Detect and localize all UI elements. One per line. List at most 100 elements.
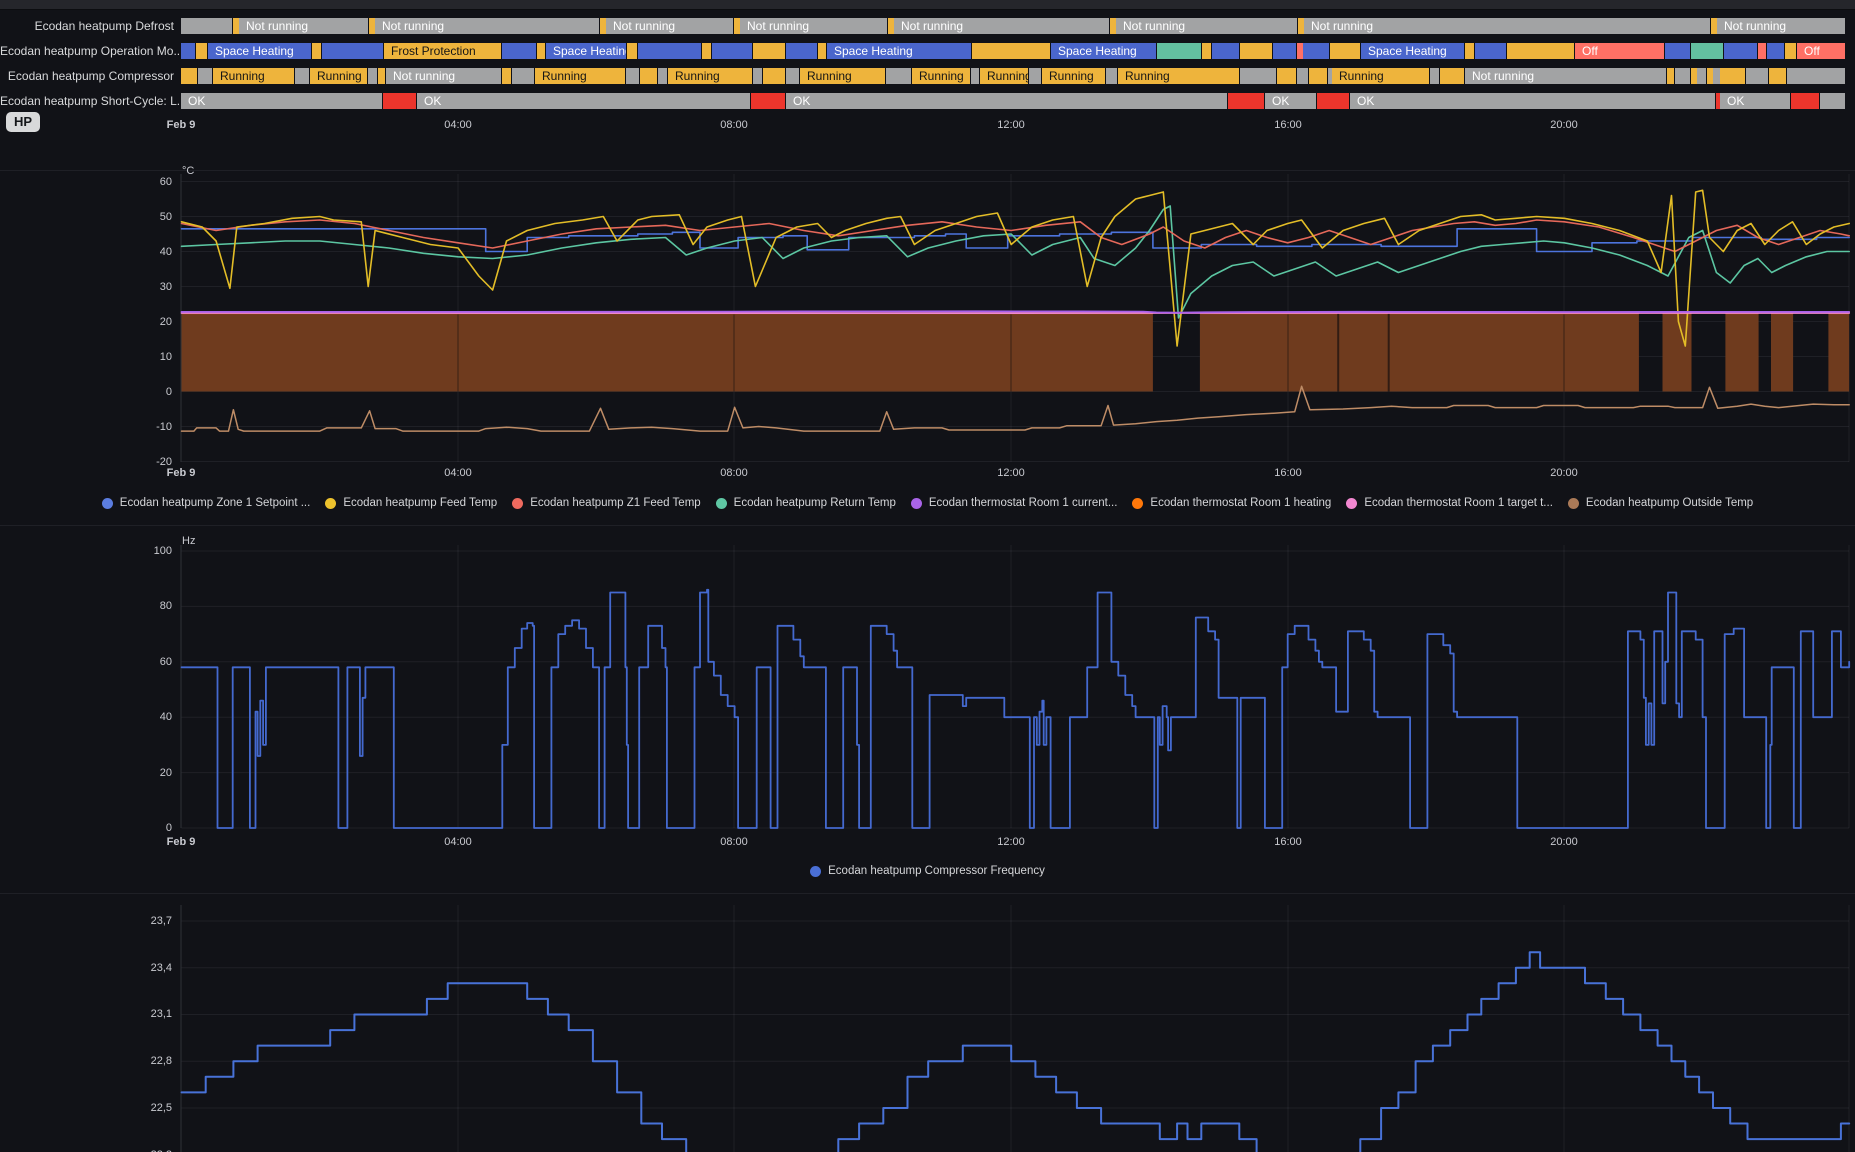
state-segment[interactable] — [1430, 68, 1439, 84]
state-segment[interactable] — [196, 43, 207, 59]
state-segment[interactable] — [1273, 43, 1296, 59]
state-segment[interactable] — [1713, 68, 1720, 84]
state-segment[interactable] — [640, 68, 657, 84]
state-segment[interactable] — [1691, 43, 1723, 59]
state-segment[interactable]: Not running — [1116, 18, 1297, 34]
state-segment[interactable] — [1297, 43, 1304, 59]
state-segment[interactable] — [638, 43, 701, 59]
hp-badge[interactable]: HP — [6, 112, 41, 132]
state-segment[interactable] — [1317, 93, 1349, 109]
state-segment[interactable] — [383, 93, 416, 109]
state-segment[interactable] — [1465, 43, 1474, 59]
state-segment[interactable] — [658, 68, 667, 84]
state-segment[interactable]: OK — [181, 93, 382, 109]
state-segment[interactable] — [1758, 43, 1766, 59]
state-segment[interactable] — [502, 43, 536, 59]
state-segment[interactable] — [1240, 68, 1276, 84]
state-segment[interactable] — [537, 43, 545, 59]
state-segment[interactable] — [378, 68, 385, 84]
state-segment[interactable]: Off — [1575, 43, 1664, 59]
state-segment[interactable] — [734, 18, 741, 34]
state-segment[interactable] — [786, 43, 817, 59]
state-segment[interactable]: Space Heating — [546, 43, 626, 59]
legend-item[interactable]: Ecodan heatpump Return Temp — [715, 497, 896, 509]
state-segment[interactable] — [1240, 43, 1272, 59]
state-segment[interactable] — [1769, 68, 1786, 84]
legend-item[interactable]: Ecodan thermostat Room 1 target t... — [1346, 497, 1553, 509]
state-segment[interactable] — [886, 68, 911, 84]
legend-item[interactable]: Ecodan thermostat Room 1 heating — [1132, 497, 1331, 509]
state-segment[interactable] — [502, 68, 511, 84]
state-segment[interactable] — [181, 68, 197, 84]
state-segment[interactable] — [1157, 43, 1201, 59]
state-segment[interactable] — [1665, 43, 1690, 59]
state-segment[interactable]: OK — [1350, 93, 1715, 109]
state-segment[interactable] — [1724, 43, 1757, 59]
state-segment[interactable]: OK — [786, 93, 1227, 109]
state-segment[interactable] — [233, 18, 240, 34]
state-segment[interactable] — [1212, 43, 1239, 59]
state-segment[interactable]: Not running — [386, 68, 501, 84]
state-segment[interactable] — [369, 18, 376, 34]
state-segment[interactable]: Not running — [1304, 18, 1710, 34]
state-segment[interactable]: Running — [668, 68, 752, 84]
state-segment[interactable]: Running — [1332, 68, 1429, 84]
state-segment[interactable] — [512, 68, 534, 84]
state-segment[interactable] — [312, 43, 321, 59]
state-segment[interactable]: Running — [213, 68, 294, 84]
temp-chart-plot-area[interactable] — [181, 174, 1849, 462]
state-segment[interactable] — [1716, 93, 1723, 109]
state-segment[interactable]: Not running — [239, 18, 368, 34]
state-segment[interactable] — [1106, 68, 1117, 84]
state-segment[interactable] — [712, 43, 752, 59]
state-segment[interactable] — [1309, 68, 1327, 84]
state-segment[interactable]: OK — [1265, 93, 1316, 109]
state-segment[interactable] — [1720, 68, 1745, 84]
state-segment[interactable]: OK — [1720, 93, 1790, 109]
state-segment[interactable] — [972, 43, 1050, 59]
state-segment[interactable] — [1820, 93, 1845, 109]
state-segment[interactable] — [1691, 68, 1698, 84]
state-segment[interactable]: Not running — [740, 18, 887, 34]
state-segment[interactable] — [368, 68, 377, 84]
state-segment[interactable]: OK — [417, 93, 750, 109]
state-segment[interactable]: Not running — [894, 18, 1109, 34]
legend-item[interactable]: Ecodan thermostat Room 1 current... — [910, 497, 1117, 509]
state-segment[interactable] — [1767, 43, 1784, 59]
state-segment[interactable] — [763, 68, 785, 84]
state-segment[interactable] — [1440, 68, 1464, 84]
state-segment[interactable] — [627, 43, 637, 59]
state-segment[interactable] — [198, 68, 212, 84]
freq-chart-plot-area[interactable] — [181, 545, 1849, 828]
legend-item[interactable]: Ecodan heatpump Zone 1 Setpoint ... — [101, 497, 310, 509]
state-segment[interactable] — [1746, 68, 1768, 84]
state-segment[interactable]: Not running — [1717, 18, 1845, 34]
state-segment[interactable]: Space Heating — [827, 43, 971, 59]
state-segment[interactable]: Not running — [606, 18, 733, 34]
legend-item[interactable]: Ecodan heatpump Feed Temp — [325, 497, 497, 509]
state-segment[interactable] — [1029, 68, 1041, 84]
state-segment[interactable] — [1277, 68, 1296, 84]
state-segment[interactable]: Running — [1118, 68, 1239, 84]
state-segment[interactable] — [1791, 93, 1819, 109]
state-segment[interactable] — [1711, 18, 1718, 34]
state-segment[interactable]: Running — [535, 68, 625, 84]
state-segment[interactable] — [1707, 68, 1714, 84]
state-segment[interactable]: Off — [1797, 43, 1845, 59]
state-segment[interactable] — [181, 18, 232, 34]
state-segment[interactable]: Space Heating — [1361, 43, 1464, 59]
state-segment[interactable] — [753, 43, 785, 59]
state-segment[interactable] — [1785, 43, 1796, 59]
state-segment[interactable] — [1228, 93, 1264, 109]
state-segment[interactable]: Space Heating — [208, 43, 311, 59]
state-segment[interactable]: Running — [1042, 68, 1105, 84]
state-segment[interactable] — [1475, 43, 1506, 59]
state-segment[interactable] — [1328, 68, 1335, 84]
state-segment[interactable] — [295, 68, 309, 84]
state-segment[interactable] — [600, 18, 607, 34]
state-segment[interactable]: Running — [800, 68, 885, 84]
state-segment[interactable]: Frost Protection — [384, 43, 501, 59]
state-segment[interactable] — [786, 68, 799, 84]
state-segment[interactable]: Not running — [375, 18, 599, 34]
legend-item[interactable]: Ecodan heatpump Outside Temp — [1567, 497, 1753, 509]
